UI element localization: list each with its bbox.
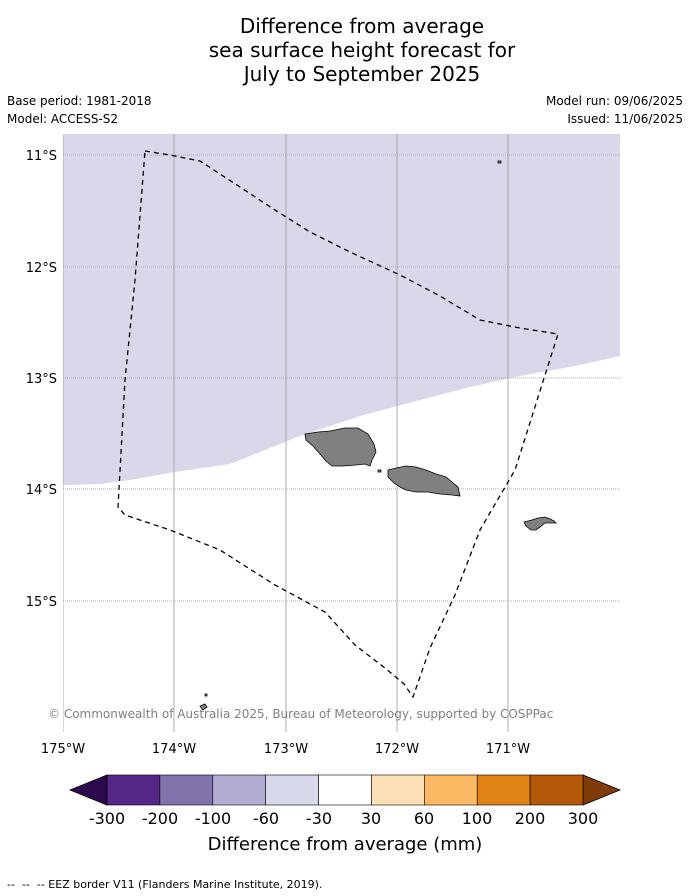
colorbar: -300 -200 -100 -60 -30 30 60 100 200 300… — [68, 774, 622, 855]
issued-date: Issued: 11/06/2025 — [567, 112, 683, 126]
longitude-labels: 175°W 174°W 173°W 172°W 171°W — [41, 742, 530, 757]
map-area — [63, 134, 620, 732]
base-period: Base period: 1981-2018 — [7, 94, 152, 108]
lat-label: 15°S — [26, 595, 57, 610]
eez-border — [117, 150, 559, 699]
manono-island — [377, 469, 382, 473]
lat-label: 14°S — [26, 483, 57, 498]
colorbar-tick: 30 — [361, 809, 381, 828]
colorbar-high-extend — [582, 774, 622, 806]
colorbar-cell — [318, 774, 372, 806]
swains-island — [497, 160, 502, 164]
colorbar-cell — [424, 774, 478, 806]
colorbar-cell — [212, 774, 266, 806]
title-line-2: sea surface height forecast for — [208, 38, 516, 62]
colorbar-cell — [476, 774, 531, 806]
lat-label: 11°S — [26, 149, 57, 164]
rose-atoll — [199, 703, 208, 711]
lon-label: 174°W — [152, 742, 196, 757]
colorbar-tick: -100 — [195, 809, 231, 828]
colorbar-cell — [106, 774, 161, 806]
colorbar-tick: 60 — [414, 809, 434, 828]
lon-label: 173°W — [264, 742, 308, 757]
lon-label: 172°W — [375, 742, 419, 757]
colorbar-ticks: -300 -200 -100 -60 -30 30 60 100 200 300 — [89, 809, 598, 828]
colorbar-cell — [265, 774, 319, 806]
colorbar-cell — [529, 774, 584, 806]
tutuila-island — [523, 516, 557, 531]
colorbar-label: Difference from average (mm) — [208, 834, 483, 855]
colorbar-tick: -30 — [306, 809, 332, 828]
model-run: Model run: 09/06/2025 — [545, 94, 683, 108]
colorbar-tick: 100 — [462, 809, 493, 828]
colorbar-low-extend — [68, 774, 108, 806]
map-title: Difference from average sea surface heig… — [0, 14, 690, 86]
title-line-1: Difference from average — [239, 14, 485, 38]
colorbar-tick: -300 — [89, 809, 125, 828]
title-line-3: July to September 2025 — [243, 62, 481, 86]
colorbar-cell — [371, 774, 425, 806]
small-islet — [204, 693, 208, 697]
copyright-text: © Commonwealth of Australia 2025, Bureau… — [48, 707, 553, 721]
latitude-labels: 11°S 12°S 13°S 14°S 15°S — [26, 149, 57, 610]
lon-label: 175°W — [41, 742, 85, 757]
negative-anomaly-region — [63, 134, 620, 485]
model-name: Model: ACCESS-S2 — [7, 112, 119, 126]
lon-label: 171°W — [486, 742, 530, 757]
eez-legend: -- -- -- EEZ border V11 (Flanders Marine… — [7, 878, 322, 891]
lat-label: 13°S — [26, 372, 57, 387]
colorbar-tick: -60 — [253, 809, 279, 828]
colorbar-tick: 300 — [568, 809, 599, 828]
colorbar-tick: -200 — [142, 809, 178, 828]
colorbar-cells — [106, 774, 584, 806]
upolu-island — [387, 465, 461, 497]
lat-label: 12°S — [26, 261, 57, 276]
graticule — [63, 134, 620, 732]
colorbar-tick: 200 — [515, 809, 546, 828]
colorbar-cell — [159, 774, 214, 806]
land — [199, 160, 557, 711]
savaii-island — [304, 427, 377, 467]
